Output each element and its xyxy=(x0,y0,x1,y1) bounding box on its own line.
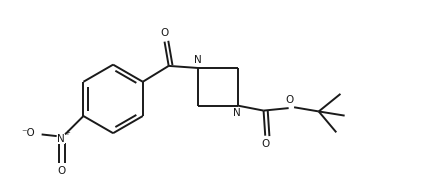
Text: O: O xyxy=(160,28,168,38)
Text: +: + xyxy=(64,130,71,136)
Text: O: O xyxy=(285,95,293,105)
Text: N: N xyxy=(57,134,65,144)
Text: O: O xyxy=(261,139,269,150)
Text: ⁻O: ⁻O xyxy=(22,128,35,138)
Text: N: N xyxy=(194,56,202,66)
Text: O: O xyxy=(57,166,65,176)
Text: N: N xyxy=(233,108,240,118)
